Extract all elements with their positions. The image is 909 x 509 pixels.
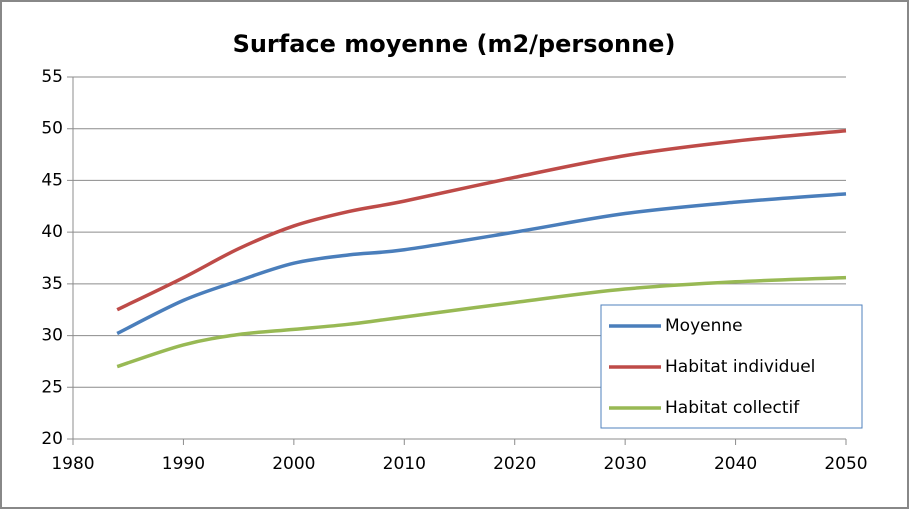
y-tick-label: 40 — [41, 222, 63, 242]
x-tick-label: 2000 — [272, 454, 315, 474]
y-tick-label: 50 — [41, 119, 63, 139]
legend-label: Habitat individuel — [665, 357, 815, 377]
chart-title: Surface moyenne (m2/personne) — [233, 30, 676, 58]
legend-label: Moyenne — [665, 316, 743, 336]
line-series — [116, 275, 847, 369]
x-tick-label: 2020 — [493, 454, 536, 474]
y-tick-label: 45 — [41, 170, 63, 190]
x-tick-label: 2010 — [383, 454, 426, 474]
line-series — [116, 192, 847, 336]
x-tick-label: 2040 — [714, 454, 757, 474]
line-series — [116, 129, 847, 312]
y-tick-label: 25 — [41, 377, 63, 397]
legend-label: Habitat collectif — [665, 398, 800, 418]
y-tick-label: 20 — [41, 429, 63, 449]
y-tick-label: 35 — [41, 274, 63, 294]
y-tick-label: 30 — [41, 326, 63, 346]
x-tick-label: 1980 — [51, 454, 94, 474]
x-tick-label: 2050 — [824, 454, 867, 474]
x-tick-label: 1990 — [162, 454, 205, 474]
y-tick-label: 55 — [41, 67, 63, 87]
x-tick-label: 2030 — [604, 454, 647, 474]
